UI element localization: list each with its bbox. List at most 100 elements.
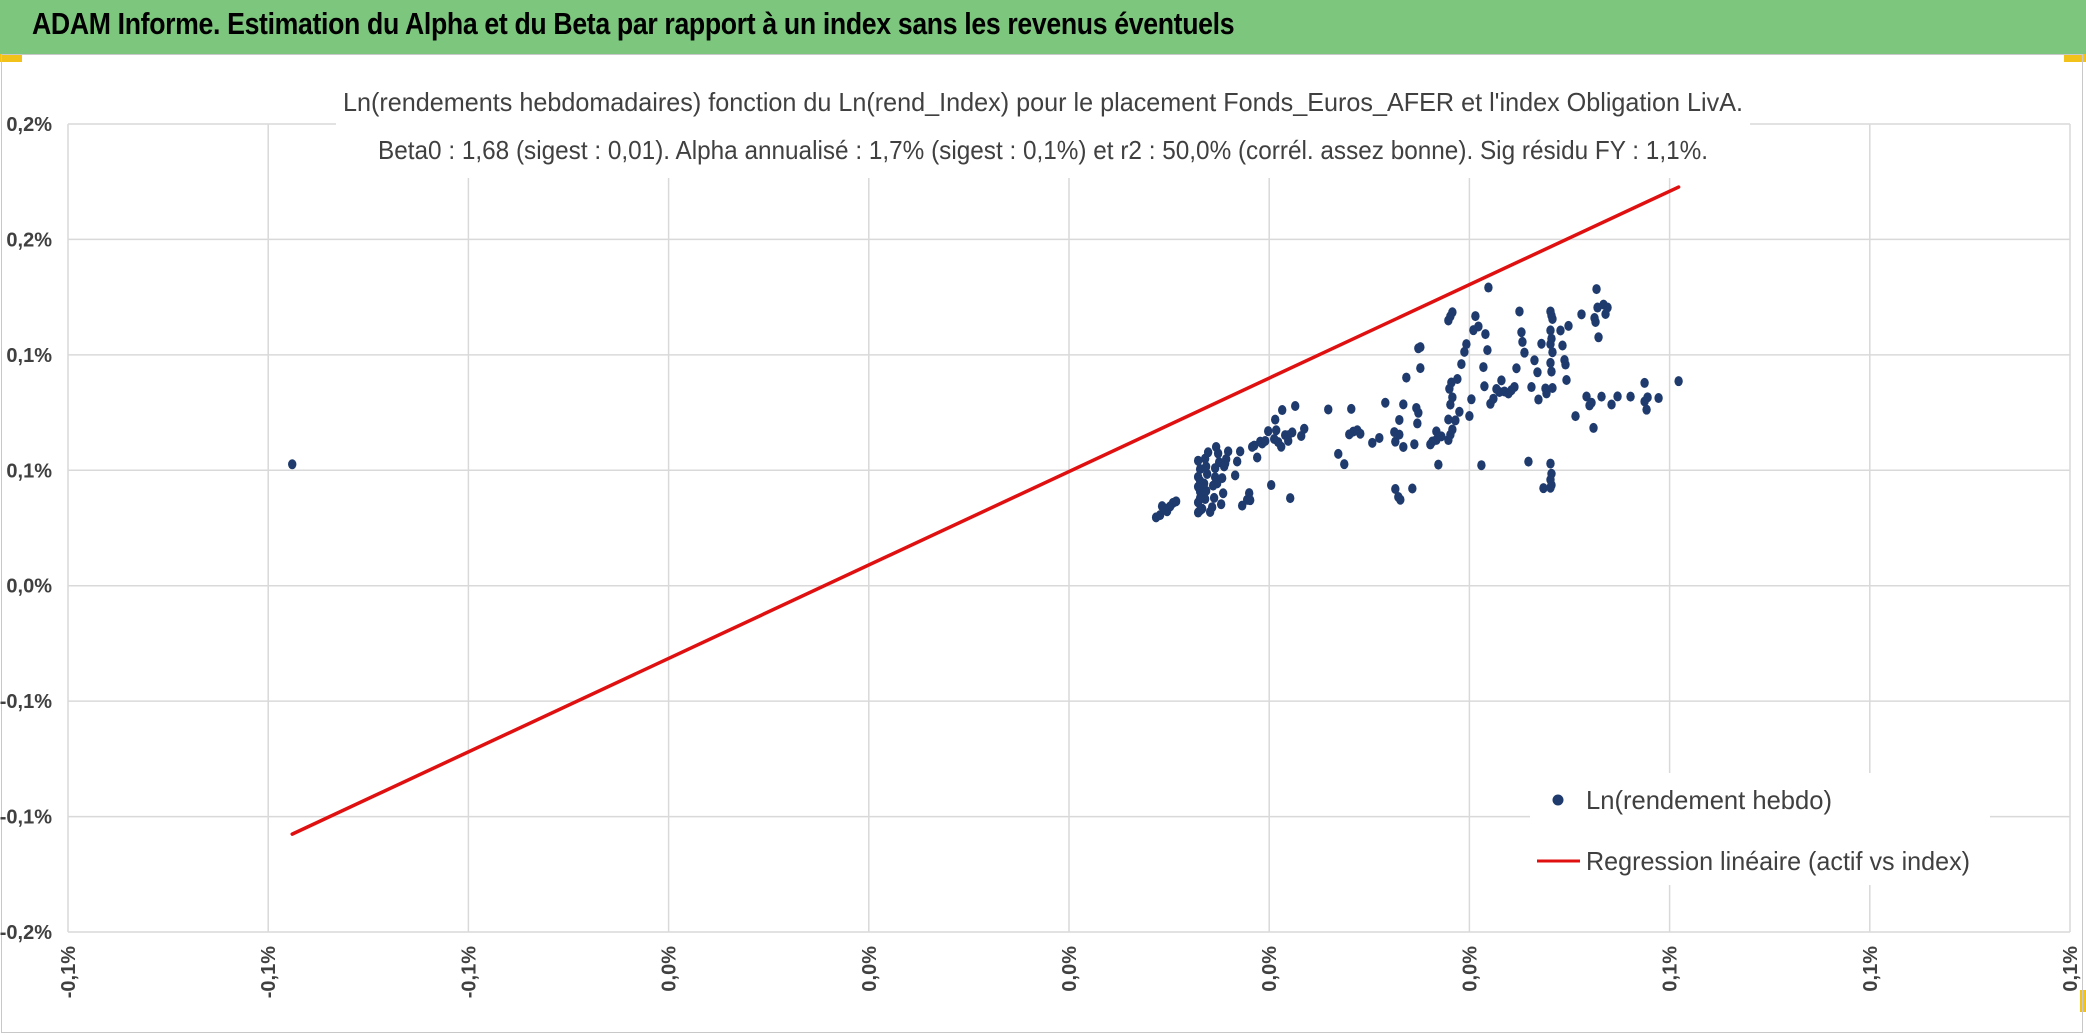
x-tick-label: 0,1%: [2060, 946, 2082, 992]
data-point: [1457, 359, 1466, 370]
data-point: [1539, 483, 1548, 494]
data-point: [1244, 488, 1254, 499]
data-point: [1368, 437, 1377, 448]
data-point: [1562, 375, 1571, 386]
data-point: [1200, 494, 1210, 505]
data-point: [1455, 406, 1464, 417]
data-point: [1286, 493, 1295, 504]
data-point: [1674, 376, 1683, 387]
data-point: [1597, 391, 1606, 402]
data-point: [1643, 392, 1652, 403]
data-point: [1260, 435, 1270, 446]
data-point: [1193, 455, 1203, 466]
data-point: [1437, 431, 1446, 442]
y-axis-ticks: 0,2% 0,2% 0,1% 0,1% 0,0% -0,1% -0,1% -0,2%: [0, 114, 52, 944]
regression-series: [290, 185, 1681, 836]
y-tick-label: 0,1%: [6, 460, 52, 482]
y-tick-label: 0,2%: [6, 229, 52, 251]
data-point: [1626, 391, 1635, 402]
corner-marker-top-left: [0, 54, 22, 62]
data-point: [1209, 492, 1219, 503]
x-tick-label: 0,0%: [859, 946, 881, 992]
data-point: [1235, 446, 1245, 457]
data-point: [1603, 302, 1612, 313]
data-point: [1558, 340, 1567, 351]
data-point: [1300, 423, 1309, 434]
x-tick-label: 0,1%: [1660, 946, 1682, 992]
data-point: [1474, 321, 1483, 332]
data-point: [1291, 400, 1300, 411]
data-point: [1448, 424, 1457, 435]
data-point: [1207, 502, 1217, 513]
data-point: [1460, 346, 1469, 357]
data-point: [1230, 470, 1240, 481]
data-point: [1483, 345, 1492, 356]
data-point: [1497, 375, 1506, 386]
data-point: [1416, 342, 1425, 353]
data-point: [1413, 418, 1422, 429]
data-point: [1356, 428, 1365, 439]
data-point: [1548, 347, 1557, 358]
chart-title: Ln(rendements hebdomadaires) fonction du…: [343, 87, 1743, 117]
data-point: [1402, 372, 1411, 383]
data-point: [1613, 391, 1622, 402]
data-point: [1471, 311, 1480, 322]
data-point: [1199, 478, 1209, 489]
data-point: [1462, 339, 1471, 350]
data-point: [1218, 488, 1228, 499]
data-point: [1465, 411, 1474, 422]
corner-marker-top-right: [2064, 54, 2086, 62]
data-point: [1517, 327, 1526, 338]
data-point: [1399, 441, 1408, 452]
data-point: [1284, 435, 1293, 446]
legend: Ln(rendement hebdo) Regression linéaire …: [1530, 773, 1990, 885]
data-point: [1272, 425, 1281, 436]
data-point: [1324, 404, 1333, 415]
data-point: [1489, 393, 1498, 404]
data-point: [1408, 483, 1417, 494]
y-tick-label: -0,1%: [0, 691, 52, 713]
x-tick-label: -0,1%: [58, 946, 80, 998]
data-point: [1594, 332, 1603, 343]
data-point: [1577, 309, 1586, 320]
data-point: [1232, 456, 1242, 467]
data-point: [1547, 468, 1556, 479]
data-point: [1564, 320, 1573, 331]
data-point: [1416, 363, 1425, 374]
data-point: [1223, 446, 1233, 457]
data-point: [1547, 333, 1556, 344]
data-point: [1197, 503, 1207, 514]
data-point: [288, 459, 297, 470]
data-point: [1640, 377, 1649, 388]
data-point: [1391, 436, 1400, 447]
data-point: [1534, 394, 1543, 405]
data-point: [1203, 447, 1213, 458]
y-tick-label: -0,1%: [0, 807, 52, 829]
x-tick-label: 0,0%: [1459, 946, 1481, 992]
data-point: [1375, 432, 1384, 443]
data-point: [1556, 325, 1565, 336]
data-point: [1546, 306, 1555, 317]
data-point: [1267, 480, 1276, 491]
data-point: [1201, 461, 1211, 472]
title-background: [336, 86, 1750, 178]
data-point: [1347, 403, 1356, 414]
legend-label-scatter: Ln(rendement hebdo): [1586, 785, 1832, 815]
data-point: [1171, 496, 1181, 507]
data-point: [1561, 359, 1570, 370]
scatter-series: [288, 282, 1683, 523]
chart-frame: [1, 54, 2083, 1033]
data-point: [1477, 460, 1486, 471]
y-tick-label: 0,0%: [6, 576, 52, 598]
data-point: [1217, 473, 1227, 484]
y-tick-label: 0,2%: [6, 114, 52, 136]
data-point: [1524, 456, 1533, 467]
data-point: [1340, 459, 1349, 470]
data-point: [1453, 373, 1462, 384]
data-point: [1271, 414, 1280, 425]
data-point: [1448, 392, 1457, 403]
data-point: [1515, 306, 1524, 317]
data-point: [1412, 402, 1421, 413]
data-point: [1518, 336, 1527, 347]
data-point: [1546, 325, 1555, 336]
